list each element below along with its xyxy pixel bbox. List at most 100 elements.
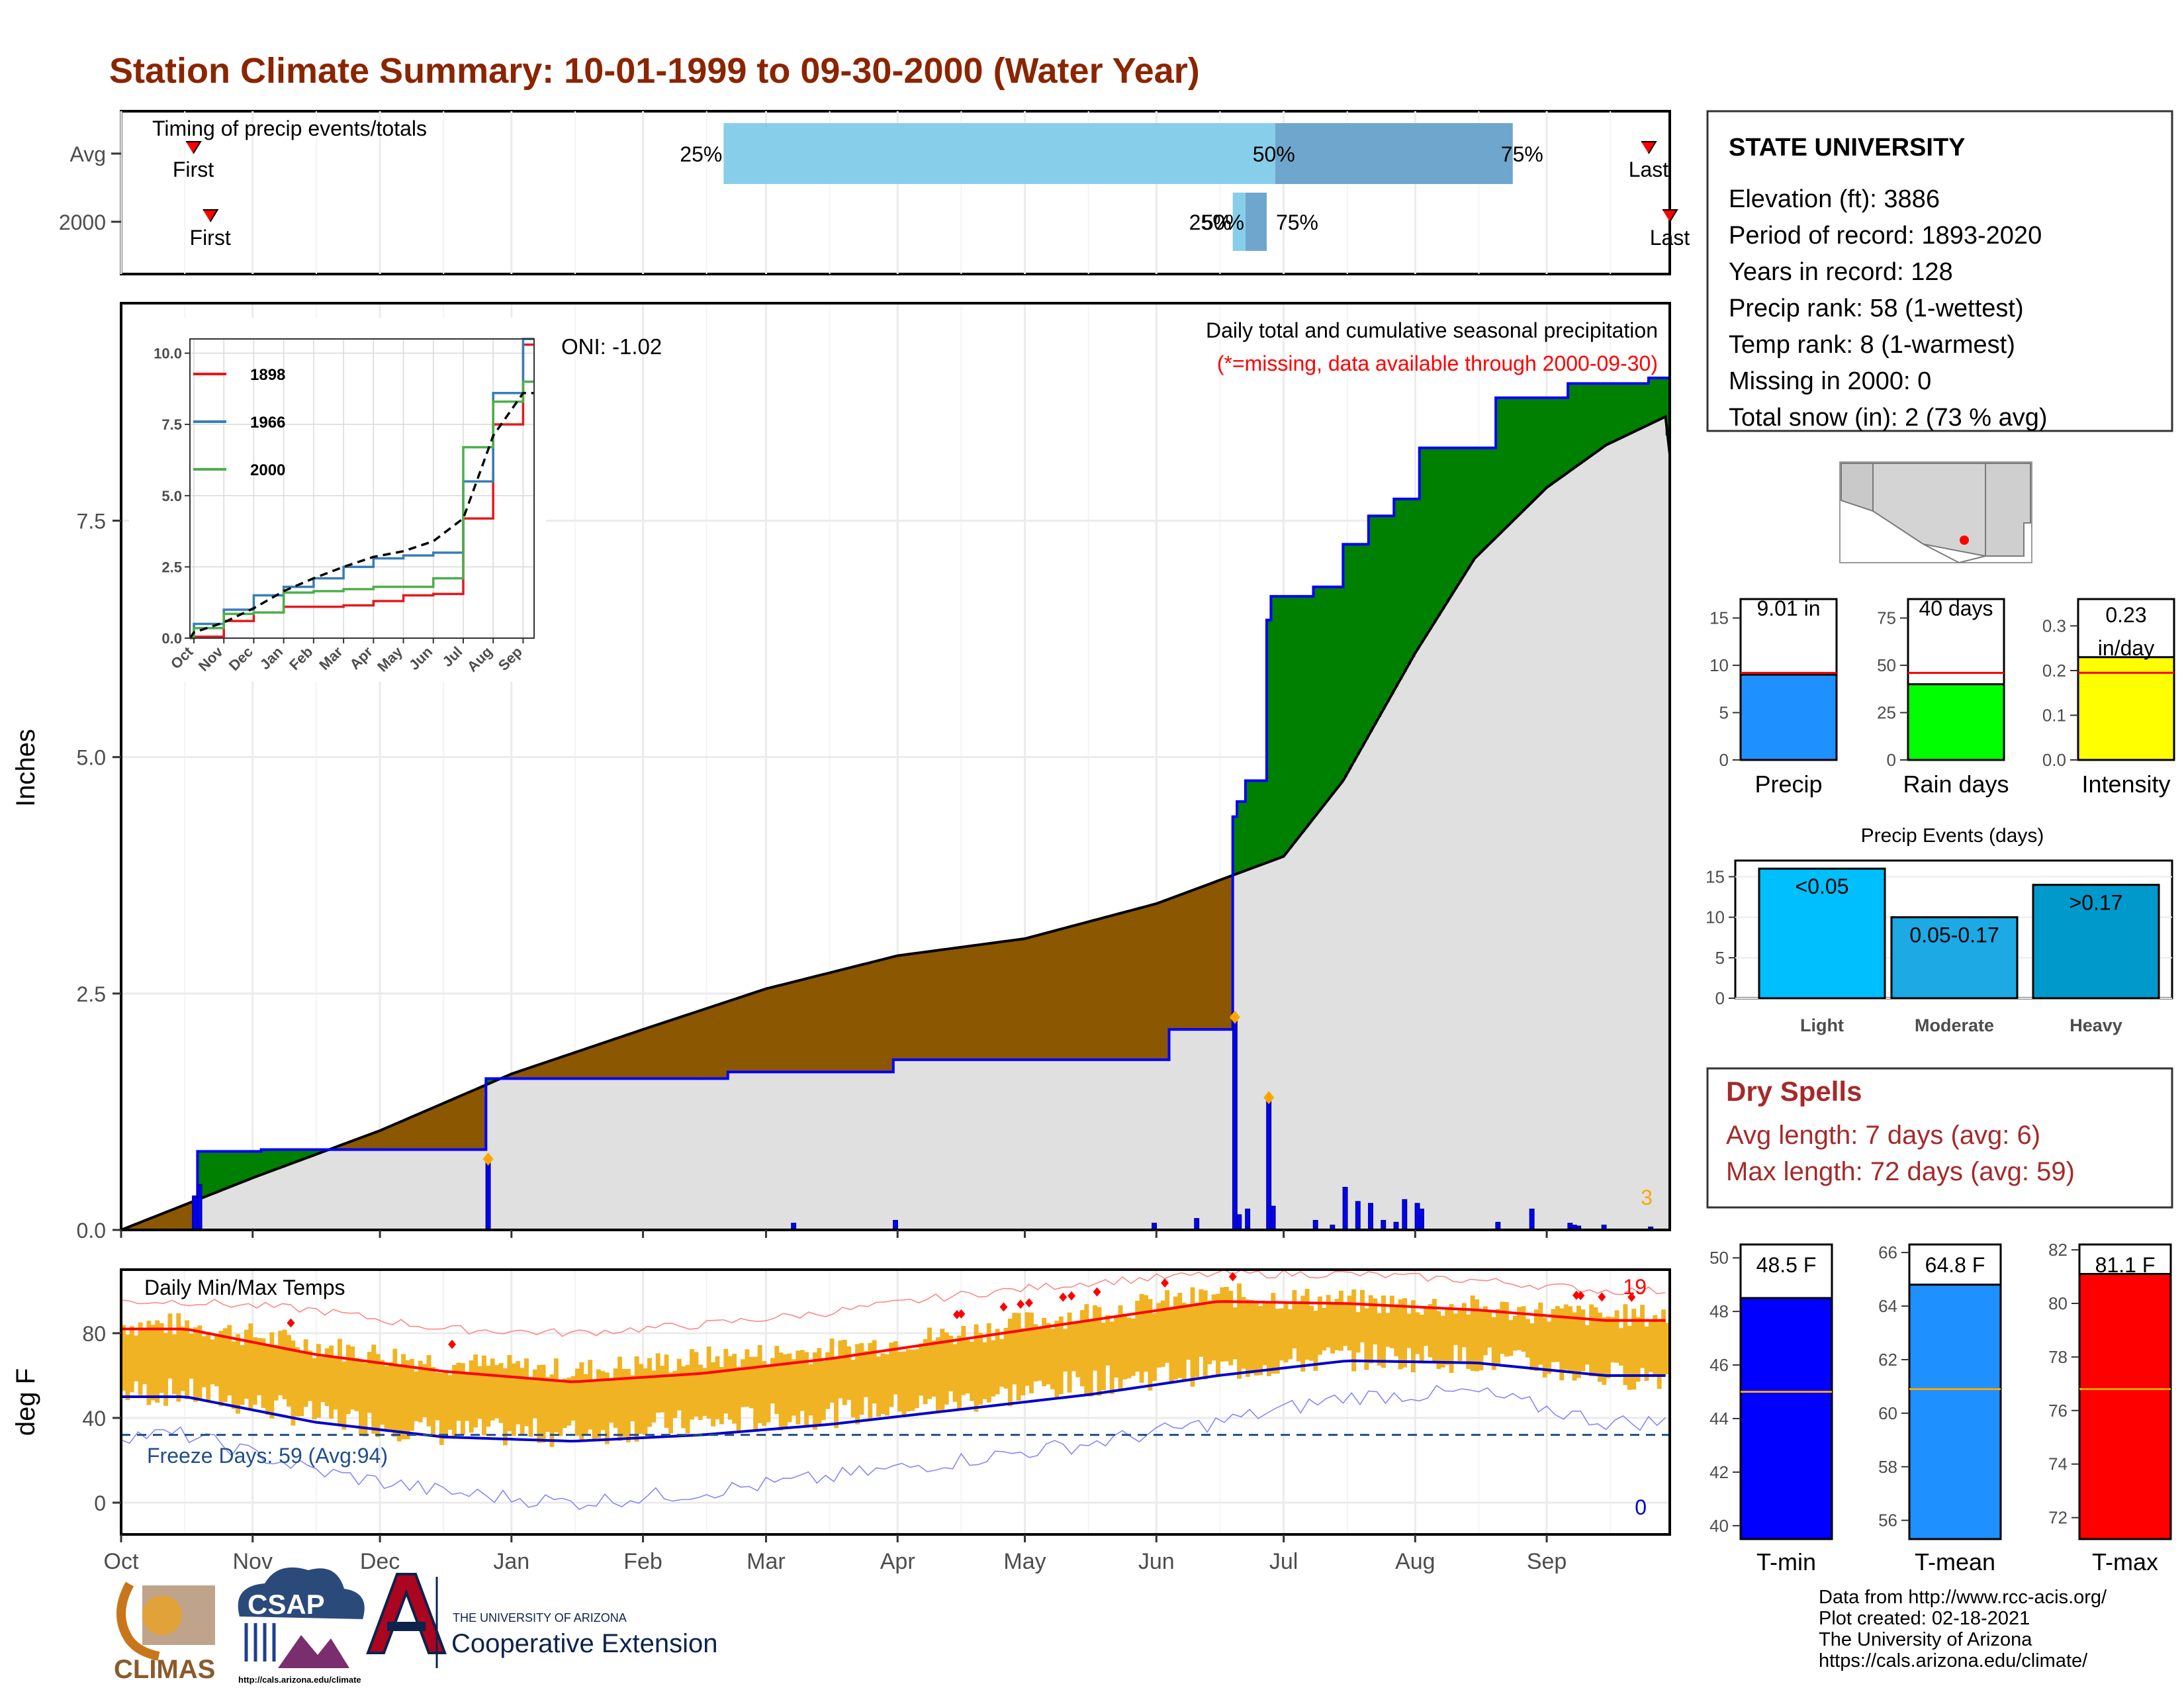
deficit-area — [1118, 913, 1123, 1060]
normal-precip-area — [1024, 1059, 1030, 1230]
daily-precip-bar — [1381, 1219, 1387, 1231]
daily-temp-bar — [240, 1345, 245, 1405]
deficit-area — [774, 986, 780, 1072]
temp-summary-bars: 48.5 F T-min 40 42 44 46 48 50 64.8 F T-mean 56 58 6… — [1709, 1240, 2172, 1575]
deficit-area — [1211, 882, 1216, 1030]
dry-spells-box: Dry Spells Avg length: 7 days (avg: 6) M… — [1706, 1067, 2173, 1209]
normal-precip-area — [1326, 800, 1331, 1230]
station-info-line: Years in record: 128 — [1729, 258, 1953, 286]
daily-temp-bar — [1517, 1307, 1522, 1350]
observed-cumulative-line — [121, 376, 1670, 1231]
credit-line: https://cals.arizona.edu/climate/ — [1819, 1650, 2088, 1671]
daily-temp-bar — [1245, 1299, 1250, 1378]
daily-temp-bar — [783, 1354, 788, 1427]
surplus-area — [1461, 447, 1467, 576]
normal-precip-area — [1521, 510, 1526, 1230]
deficit-area — [1224, 877, 1229, 1030]
normal-precip-area — [698, 1078, 703, 1230]
normal-precip-area — [978, 1059, 983, 1230]
month-label: Feb — [623, 1549, 662, 1574]
daily-temp-bar — [596, 1369, 601, 1438]
daily-temp-bar — [1500, 1301, 1505, 1354]
surplus-area — [1279, 596, 1285, 857]
deficit-area — [1105, 916, 1111, 1060]
daily-temp-bar — [1105, 1315, 1111, 1366]
normal-precip-area — [600, 1078, 606, 1230]
normal-precip-area — [681, 1078, 686, 1230]
surplus-area — [1241, 801, 1246, 872]
deficit-area — [1169, 898, 1174, 1030]
month-label: Mar — [747, 1549, 786, 1574]
normal-precip-area — [558, 1078, 563, 1230]
surplus-area — [1500, 397, 1505, 532]
daily-temp-bar — [1071, 1321, 1076, 1372]
normal-precip-area — [812, 1072, 817, 1230]
normal-precip-area — [1283, 853, 1289, 1230]
daily-temp-bar — [876, 1356, 882, 1417]
normal-precip-area — [1165, 1059, 1170, 1230]
daily-temp-bar — [757, 1344, 762, 1423]
daily-temp-bar — [439, 1372, 444, 1445]
normal-precip-area — [1228, 1029, 1234, 1230]
daily-temp-bar — [1266, 1301, 1271, 1376]
daily-temp-bar — [1326, 1295, 1331, 1348]
deficit-area — [727, 1000, 733, 1072]
deficit-area — [1194, 888, 1199, 1030]
normal-precip-area — [965, 1059, 970, 1230]
deficit-area — [1207, 884, 1212, 1030]
temp-summary-y-tick-label: 78 — [2048, 1347, 2068, 1367]
daily-temp-bar — [834, 1358, 839, 1429]
daily-temp-bar — [1351, 1289, 1357, 1372]
freeze-days-label: Freeze Days: 59 (Avg:94) — [147, 1444, 388, 1468]
normal-precip-area — [1500, 531, 1505, 1230]
surplus-area — [1440, 447, 1445, 610]
daily-temp-bar — [1402, 1298, 1408, 1368]
surplus-area — [1343, 544, 1348, 777]
daily-temp-bar — [1330, 1304, 1336, 1354]
normal-precip-area — [473, 1149, 478, 1230]
daily-temp-bar — [1173, 1296, 1178, 1380]
daily-temp-bar — [562, 1378, 567, 1429]
daily-temp-bar — [995, 1329, 1000, 1395]
deficit-area — [876, 960, 882, 1072]
daily-temp-bar — [1271, 1293, 1276, 1374]
normal-precip-area — [1330, 794, 1336, 1230]
daily-temp-bar — [516, 1361, 521, 1425]
deficit-area — [613, 1039, 618, 1079]
daily-temp-bar — [469, 1360, 474, 1433]
daily-temp-bar — [1631, 1309, 1637, 1390]
timing-first-label: First — [173, 158, 214, 181]
normal-precip-area — [850, 1072, 856, 1230]
deficit-area — [897, 955, 903, 1060]
normal-precip-area — [1623, 436, 1628, 1230]
daily-temp-bar — [1258, 1305, 1263, 1376]
normal-precip-area — [741, 1072, 746, 1230]
normal-precip-area — [1105, 1059, 1111, 1230]
normal-precip-area — [1322, 805, 1327, 1230]
normal-precip-area — [719, 1078, 724, 1230]
deficit-area — [1130, 910, 1136, 1060]
normal-precip-area — [494, 1080, 500, 1230]
normal-precip-area — [991, 1059, 996, 1230]
surplus-area — [1631, 383, 1637, 432]
daily-temp-bar — [409, 1358, 414, 1431]
normal-precip-area — [431, 1149, 436, 1230]
station-info-line: Temp rank: 8 (1-warmest) — [1729, 331, 2015, 359]
temp-y-label: deg F — [11, 1368, 40, 1436]
daily-temp-bar — [1148, 1299, 1153, 1391]
deficit-area — [1067, 927, 1072, 1060]
station-info-line: Missing in 2000: 0 — [1729, 367, 1931, 395]
temp-lines — [120, 1269, 1670, 1511]
normal-precip-area — [1436, 616, 1441, 1230]
daily-temp-bar — [502, 1368, 508, 1446]
timing-first-label: First — [190, 226, 231, 250]
normal-precip-area — [545, 1078, 551, 1230]
surplus-area — [1338, 586, 1343, 784]
temp-summary-bar-label: T-max — [2092, 1548, 2158, 1575]
surplus-area — [1304, 596, 1310, 827]
daily-temp-bar — [1482, 1306, 1488, 1356]
ua-a-bar — [387, 1622, 426, 1631]
normal-precip-area — [617, 1078, 623, 1230]
daily-temp-bar — [1475, 1299, 1480, 1372]
map-state-arizona — [1872, 463, 1986, 557]
